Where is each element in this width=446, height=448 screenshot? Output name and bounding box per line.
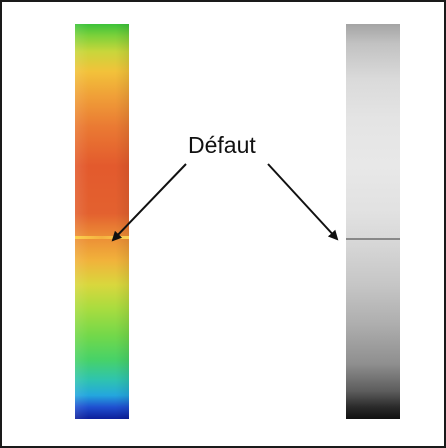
grayscale-strip: [346, 24, 400, 419]
defect-line-gray: [346, 238, 400, 240]
defect-label: Défaut: [188, 132, 256, 158]
defect-line-color: [75, 236, 129, 239]
color-thermal-strip: [75, 24, 129, 419]
arrow-right: [267, 163, 339, 241]
